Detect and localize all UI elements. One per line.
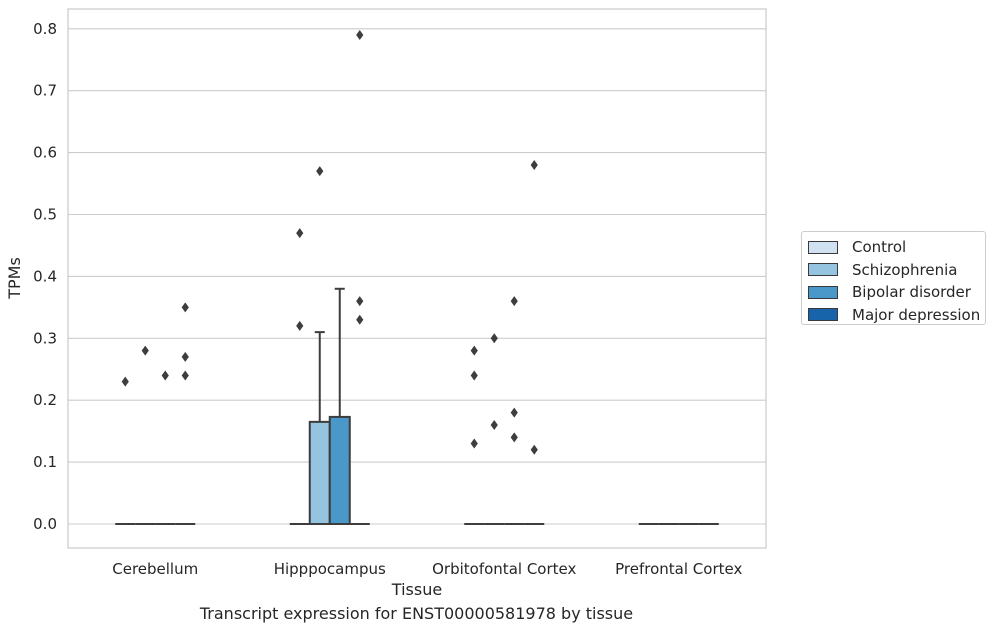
legend: Control Schizophrenia Bipolar disorder Majo…	[801, 231, 986, 325]
legend-swatch	[808, 263, 838, 277]
box-schizophrenia	[308, 331, 331, 525]
outlier-point	[530, 159, 538, 170]
outlier-point	[530, 444, 538, 455]
x-tick-label: Cerebellum	[112, 560, 198, 578]
outlier-point	[181, 351, 189, 362]
x-axis-label: Tissue	[391, 580, 442, 599]
legend-swatch	[808, 240, 838, 254]
outlier-point	[510, 296, 518, 307]
box-layer	[115, 287, 719, 525]
legend-label: Control	[852, 238, 907, 257]
outlier-layer	[121, 29, 538, 455]
x-tick-label: Orbitofontal Cortex	[432, 560, 576, 578]
y-gridlines	[68, 28, 766, 525]
legend-item: Major depression	[808, 304, 985, 327]
legend-label: Schizophrenia	[852, 260, 958, 279]
legend-swatch	[808, 285, 838, 299]
legend-item: Bipolar disorder	[808, 281, 985, 304]
outlier-point	[490, 333, 498, 344]
outlier-point	[470, 345, 478, 356]
outlier-point	[121, 376, 129, 387]
y-tick-label: 0.6	[33, 144, 57, 162]
legend-swatch	[808, 308, 838, 322]
box-bipolar-disorder	[328, 287, 351, 525]
outlier-point	[316, 166, 324, 177]
legend-item: Schizophrenia	[808, 259, 985, 282]
y-tick-label: 0.7	[33, 82, 57, 100]
figure-caption: Transcript expression for ENST0000058197…	[199, 604, 634, 623]
y-tick-labels: 0.0 0.1 0.2 0.3 0.4 0.5 0.6 0.7 0.8	[33, 20, 57, 533]
outlier-point	[181, 302, 189, 313]
outlier-point	[470, 370, 478, 381]
outlier-point	[510, 407, 518, 418]
y-tick-label: 0.8	[33, 20, 57, 38]
outlier-point	[356, 29, 364, 40]
legend-item: Control	[808, 236, 985, 259]
legend-label: Bipolar disorder	[852, 283, 971, 302]
x-tick-label: Hipppocampus	[274, 560, 386, 578]
y-tick-label: 0.0	[33, 515, 57, 533]
x-tick-label: Prefrontal Cortex	[615, 560, 742, 578]
outlier-point	[510, 432, 518, 443]
outlier-point	[296, 320, 304, 331]
outlier-point	[470, 438, 478, 449]
outlier-point	[356, 314, 364, 325]
box	[328, 415, 351, 525]
y-tick-label: 0.4	[33, 267, 57, 285]
box	[308, 420, 331, 525]
legend-label: Major depression	[852, 305, 981, 324]
plot-frame	[67, 8, 767, 549]
y-tick-label: 0.5	[33, 206, 57, 224]
outlier-point	[161, 370, 169, 381]
y-axis-label: TPMs	[5, 257, 24, 300]
x-tick-labels: Cerebellum Hipppocampus Orbitofontal Corte…	[112, 560, 742, 578]
y-tick-label: 0.2	[33, 391, 57, 409]
outlier-point	[181, 370, 189, 381]
outlier-point	[490, 419, 498, 430]
y-tick-label: 0.3	[33, 329, 57, 347]
outlier-point	[356, 296, 364, 307]
y-tick-label: 0.1	[33, 453, 57, 471]
outlier-point	[296, 228, 304, 239]
outlier-point	[141, 345, 149, 356]
